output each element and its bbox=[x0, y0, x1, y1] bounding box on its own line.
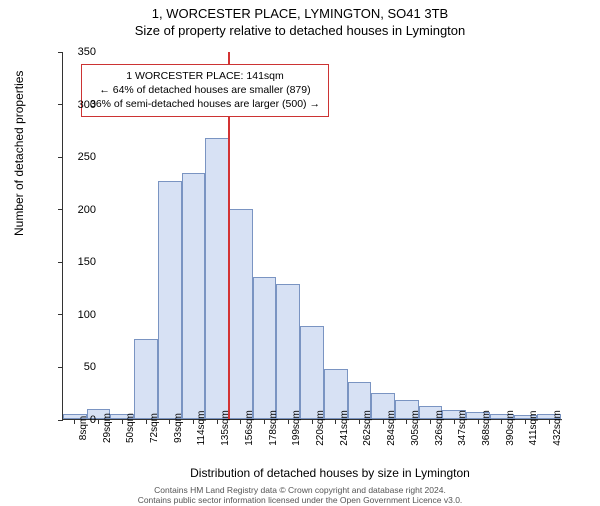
ytick-label: 50 bbox=[66, 361, 96, 373]
callout-line-1: 1 WORCESTER PLACE: 141sqm bbox=[90, 69, 320, 83]
xtick-label: 220sqm bbox=[315, 410, 326, 446]
histogram-bar bbox=[205, 138, 229, 419]
xtick-mark bbox=[169, 419, 170, 424]
footer-line-1: Contains HM Land Registry data © Crown c… bbox=[0, 485, 600, 495]
xtick-label: 432sqm bbox=[552, 410, 563, 446]
histogram-bar bbox=[300, 326, 324, 419]
ytick-label: 250 bbox=[66, 151, 96, 163]
xtick-mark bbox=[501, 419, 502, 424]
xtick-mark bbox=[430, 419, 431, 424]
ytick-mark bbox=[58, 157, 63, 158]
ytick-label: 200 bbox=[66, 204, 96, 216]
callout-line-3: 36% of semi-detached houses are larger (… bbox=[90, 97, 320, 111]
xtick-mark bbox=[98, 419, 99, 424]
histogram-bar bbox=[276, 284, 300, 419]
histogram-bar bbox=[182, 173, 206, 419]
title-main: 1, WORCESTER PLACE, LYMINGTON, SO41 3TB bbox=[0, 6, 600, 21]
xtick-label: 135sqm bbox=[220, 410, 231, 446]
xtick-mark bbox=[240, 419, 241, 424]
property-callout: 1 WORCESTER PLACE: 141sqm← 64% of detach… bbox=[81, 64, 329, 117]
xtick-label: 156sqm bbox=[244, 410, 255, 446]
histogram-bar bbox=[158, 181, 182, 419]
xtick-mark bbox=[288, 419, 289, 424]
xtick-mark bbox=[122, 419, 123, 424]
xtick-label: 262sqm bbox=[362, 410, 373, 446]
xtick-label: 326sqm bbox=[434, 410, 445, 446]
xtick-mark bbox=[217, 419, 218, 424]
xtick-label: 305sqm bbox=[410, 410, 421, 446]
xtick-label: 178sqm bbox=[268, 410, 279, 446]
y-axis-label: Number of detached properties bbox=[12, 71, 26, 236]
xtick-mark bbox=[454, 419, 455, 424]
ytick-label: 100 bbox=[66, 309, 96, 321]
ytick-mark bbox=[58, 104, 63, 105]
xtick-label: 29sqm bbox=[102, 413, 113, 443]
title-sub: Size of property relative to detached ho… bbox=[0, 23, 600, 38]
xtick-label: 72sqm bbox=[149, 413, 160, 443]
xtick-mark bbox=[312, 419, 313, 424]
xtick-mark bbox=[525, 419, 526, 424]
callout-line-2: ← 64% of detached houses are smaller (87… bbox=[90, 83, 320, 97]
xtick-mark bbox=[193, 419, 194, 424]
xtick-label: 284sqm bbox=[386, 410, 397, 446]
xtick-label: 347sqm bbox=[457, 410, 468, 446]
ytick-mark bbox=[58, 52, 63, 53]
ytick-label: 300 bbox=[66, 99, 96, 111]
xtick-mark bbox=[264, 419, 265, 424]
ytick-mark bbox=[58, 420, 63, 421]
xtick-label: 50sqm bbox=[125, 413, 136, 443]
ytick-mark bbox=[58, 314, 63, 315]
chart-area: 1 WORCESTER PLACE: 141sqm← 64% of detach… bbox=[62, 52, 560, 420]
histogram-bar bbox=[229, 209, 253, 419]
xtick-mark bbox=[406, 419, 407, 424]
ytick-mark bbox=[58, 262, 63, 263]
ytick-label: 150 bbox=[66, 256, 96, 268]
xtick-label: 411sqm bbox=[528, 411, 539, 446]
xtick-mark bbox=[335, 419, 336, 424]
xtick-label: 8sqm bbox=[78, 416, 89, 440]
xtick-label: 390sqm bbox=[505, 410, 516, 446]
ytick-label: 350 bbox=[66, 46, 96, 58]
ytick-mark bbox=[58, 209, 63, 210]
histogram-bar bbox=[253, 277, 277, 419]
xtick-mark bbox=[478, 419, 479, 424]
xtick-mark bbox=[359, 419, 360, 424]
xtick-label: 114sqm bbox=[196, 411, 207, 446]
xtick-mark bbox=[549, 419, 550, 424]
xtick-mark bbox=[146, 419, 147, 424]
footer-attribution: Contains HM Land Registry data © Crown c… bbox=[0, 485, 600, 505]
plot-region: 1 WORCESTER PLACE: 141sqm← 64% of detach… bbox=[62, 52, 560, 420]
xtick-label: 241sqm bbox=[339, 410, 350, 446]
xtick-label: 368sqm bbox=[481, 410, 492, 446]
x-axis-label: Distribution of detached houses by size … bbox=[30, 466, 600, 480]
ytick-mark bbox=[58, 367, 63, 368]
xtick-label: 199sqm bbox=[291, 410, 302, 446]
histogram-bar bbox=[134, 339, 158, 419]
xtick-label: 93sqm bbox=[173, 413, 184, 443]
xtick-mark bbox=[383, 419, 384, 424]
